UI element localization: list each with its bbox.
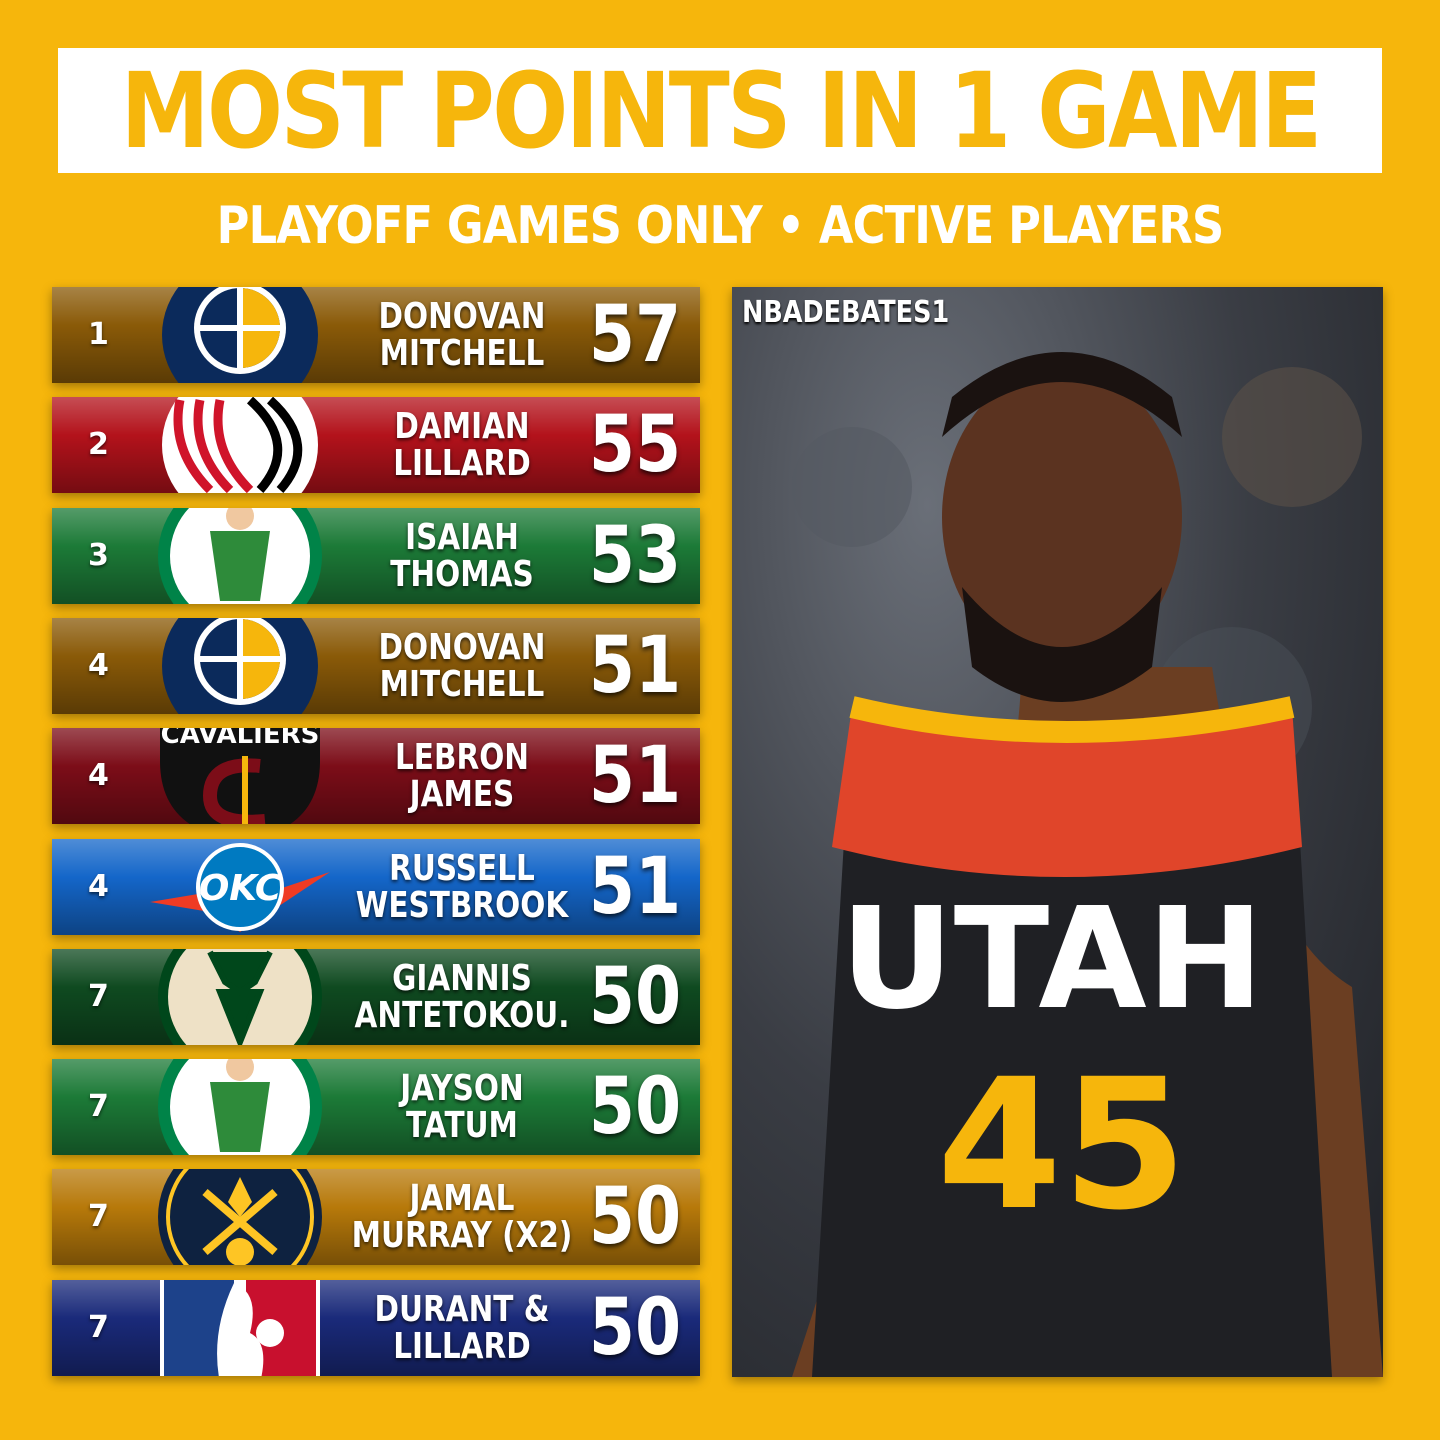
player-name-line2: JAMES [409,774,515,816]
player-name: RUSSELL WESTBROOK [356,839,568,935]
player-name-line2: MITCHELL [379,333,545,374]
player-name-line2: WESTBROOK [355,884,569,926]
player-name-line1: JAYSON [400,1068,524,1110]
rank: 2 [88,427,109,463]
player-name-line2: LILLARD [393,443,531,485]
player-name-line2: MITCHELL [379,663,545,705]
player-illustration: UTAH 45 [792,352,1383,1377]
player-photo: UTAH 45 NBADEBATES1 [732,287,1383,1377]
player-name-line2: ANTETOKOU. [354,994,570,1036]
ranking-row: 2 DAMIAN LILLARD 55 [52,397,700,494]
celtics-logo-icon [150,507,330,604]
points: 50 [588,951,682,1042]
player-name: GIANNIS ANTETOKOU. [355,949,570,1045]
ranking-row: 1 DONOVAN MITCHELL 57 [52,287,700,383]
ranking-row: 4 DONOVAN MITCHELL 51 [52,617,700,714]
blazers-logo-icon [150,397,330,494]
points: 57 [588,290,682,380]
jersey-number: 45 [937,1041,1188,1250]
svg-text:CAVALIERS: CAVALIERS [161,728,320,750]
bucks-logo-icon [150,948,330,1045]
page-title: MOST POINTS IN 1 GAME [120,49,1322,172]
points: 51 [588,731,682,822]
player-name: DAMIAN LILLARD [364,397,561,493]
player-name-line1: ISAIAH [405,516,519,558]
player-name: JAMAL MURRAY (X2) [352,1169,573,1265]
player-name: JAYSON TATUM [364,1059,561,1155]
subtitle: PLAYOFF GAMES ONLY • ACTIVE PLAYERS [216,196,1225,256]
cavaliers-logo-icon: CAVALIERS [150,728,330,825]
player-name-line1: DONOVAN [378,296,546,337]
points: 50 [588,1062,682,1153]
ranking-row: 4 CAVALIERS LEBRON JAMES 51 [52,728,700,825]
celtics-logo-icon [150,1059,330,1156]
points: 50 [588,1172,682,1263]
player-name-line1: GIANNIS [392,957,532,999]
nuggets-logo-icon [150,1169,330,1266]
player-name-line2: TATUM [406,1105,518,1147]
ranking-row: 7 DURANT & LILLARD 50 [52,1279,700,1376]
svg-text:OKC: OKC [199,868,282,909]
player-name-line1: DONOVAN [378,626,546,668]
rank: 4 [88,647,109,683]
points: 53 [588,510,682,601]
player-name-line1: DAMIAN [394,406,530,448]
nba-logo-icon [150,1279,330,1376]
player-name: DONOVAN MITCHELL [364,618,561,714]
rank: 7 [88,1309,109,1345]
player-name-line1: RUSSELL [389,847,535,889]
points: 50 [588,1282,682,1373]
rank: 1 [88,317,109,352]
jazz-logo-icon [150,287,330,383]
title-box: MOST POINTS IN 1 GAME [58,48,1382,173]
rank: 7 [88,1199,109,1235]
points: 51 [588,620,682,711]
jersey-text: UTAH [840,878,1264,1041]
rank: 7 [88,1089,109,1125]
player-name: ISAIAH THOMAS [364,508,561,604]
rank: 3 [88,537,109,573]
player-name-line1: DURANT & [374,1288,550,1330]
ranking-row: 7 JAYSON TATUM 50 [52,1059,700,1156]
jazz-logo-icon [150,617,330,714]
ranking-row: 4 OKC RUSSELL WESTBROOK 51 [52,838,700,935]
rank: 4 [88,868,109,904]
player-name-line1: LEBRON [394,737,530,779]
ranking-row: 7 GIANNIS ANTETOKOU. 50 [52,948,700,1045]
ranking-row: 3 ISAIAH THOMAS 53 [52,507,700,604]
watermark: NBADEBATES1 [742,295,950,330]
ranking-row: 7 JAMAL MURRAY (X2) 50 [52,1169,700,1266]
player-name: DONOVAN MITCHELL [364,287,561,383]
thunder-logo-icon: OKC [150,839,330,935]
player-name-line2: LILLARD [393,1325,531,1367]
player-name-line2: THOMAS [390,553,534,595]
points: 51 [588,841,682,932]
rank: 4 [88,758,109,794]
player-name-line1: JAMAL [409,1178,515,1220]
player-name: DURANT & LILLARD [364,1280,561,1376]
player-name: LEBRON JAMES [364,728,561,824]
rank: 7 [88,978,109,1014]
points: 55 [588,400,682,491]
player-name-line2: MURRAY (X2) [351,1215,573,1257]
